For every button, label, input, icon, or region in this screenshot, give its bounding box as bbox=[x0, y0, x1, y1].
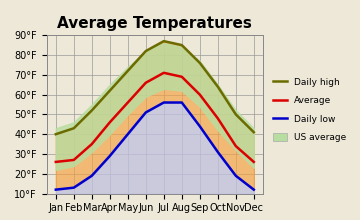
Legend: Daily high, Average, Daily low, US average: Daily high, Average, Daily low, US avera… bbox=[273, 78, 347, 142]
Title: Average Temperatures: Average Temperatures bbox=[57, 16, 252, 31]
